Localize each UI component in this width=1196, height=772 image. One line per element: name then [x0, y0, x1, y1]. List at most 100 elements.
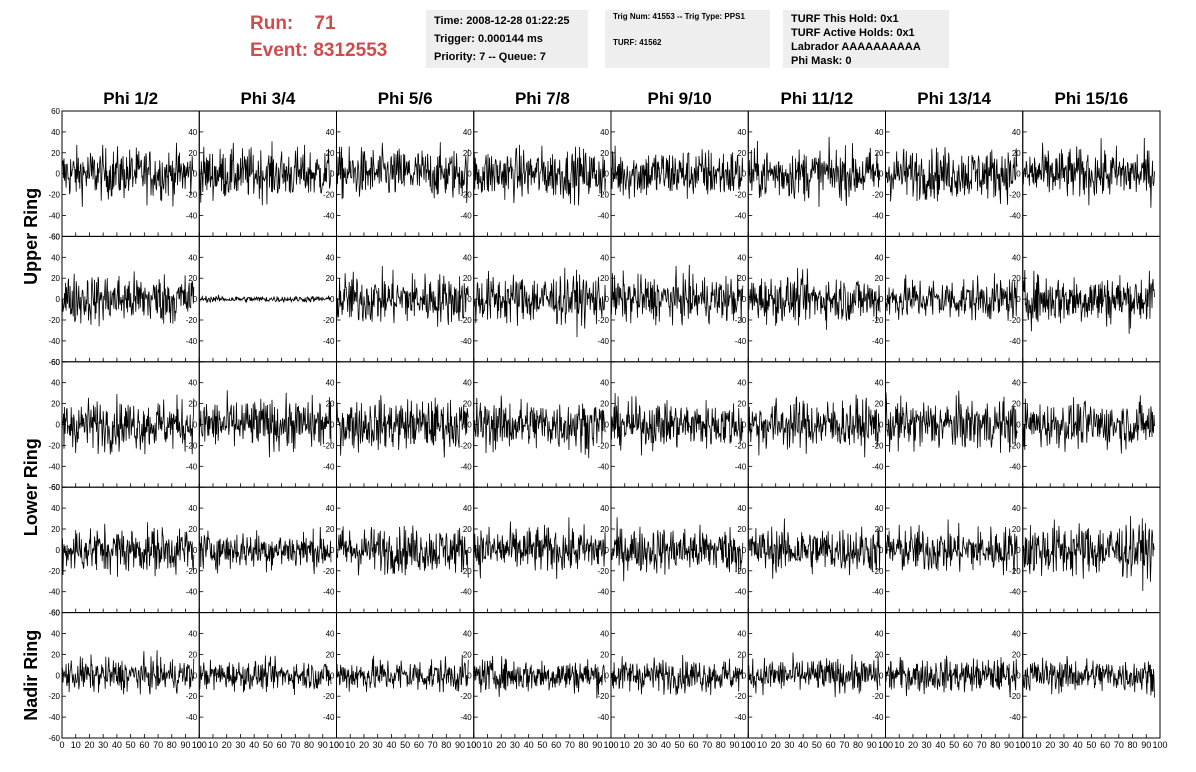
x-tick-label: 10 [345, 740, 355, 750]
trigger-text: Trigger: 0.000144 ms [434, 33, 543, 45]
y-tick-label: 20 [875, 650, 884, 659]
x-tick-label: 0 [59, 740, 64, 750]
x-tick-label: 30 [510, 740, 520, 750]
y-tick-label: -20 [460, 441, 472, 450]
y-tick-label: 40 [600, 630, 609, 639]
y-tick-label: 20 [875, 525, 884, 534]
y-tick-label: -40 [186, 588, 198, 597]
y-tick-label: 0 [56, 671, 61, 680]
x-tick-label: 90 [181, 740, 191, 750]
x-tick-label: 40 [661, 740, 671, 750]
y-tick-label: -20 [323, 567, 335, 576]
y-tick-label: -20 [735, 567, 747, 576]
x-tick-label: 60 [414, 740, 424, 750]
waveform-trace [885, 390, 1018, 453]
x-tick-label: 90 [730, 740, 740, 750]
y-tick-label: -20 [460, 316, 472, 325]
y-tick-label: 20 [600, 650, 609, 659]
x-tick-label: 60 [688, 740, 698, 750]
x-tick-label: 30 [373, 740, 383, 750]
y-tick-label: -40 [1009, 462, 1021, 471]
x-tick-label: 20 [908, 740, 918, 750]
x-tick-label: 80 [579, 740, 589, 750]
run-label: Run: [250, 13, 294, 34]
y-tick-label: 0 [742, 421, 747, 430]
waveform-trace [336, 265, 469, 327]
y-tick-label: -20 [872, 567, 884, 576]
x-tick-label: 10 [620, 740, 630, 750]
column-title: Phi 3/4 [240, 89, 295, 108]
x-tick-label: 20 [633, 740, 643, 750]
y-tick-label: -40 [186, 462, 198, 471]
column-title: Phi 9/10 [647, 89, 711, 108]
y-tick-label: 0 [605, 671, 610, 680]
x-tick-label: 80 [167, 740, 177, 750]
y-tick-label: 20 [51, 149, 60, 158]
x-tick-label: 0 [197, 740, 202, 750]
event-value: 8312553 [313, 40, 388, 61]
y-tick-label: 40 [188, 504, 197, 513]
y-tick-label: 40 [326, 379, 335, 388]
y-tick-label: -40 [597, 588, 609, 597]
y-tick-label: -40 [597, 337, 609, 346]
trig-num-text: Trig Num: 41553 -- Trig Type: PPS1 [613, 12, 745, 21]
y-tick-label: -40 [872, 462, 884, 471]
x-tick-label: 90 [592, 740, 602, 750]
waveform-trace [885, 147, 1018, 205]
x-tick-label: 40 [798, 740, 808, 750]
waveform-trace [61, 522, 195, 577]
x-tick-label: 50 [126, 740, 136, 750]
x-tick-label: 50 [400, 740, 410, 750]
waveform-trace [1022, 137, 1155, 208]
y-tick-label: 40 [326, 504, 335, 513]
waveform-trace [473, 655, 606, 699]
y-tick-label: -40 [48, 212, 60, 221]
y-tick-label: 0 [1016, 546, 1021, 555]
y-tick-label: 20 [1012, 274, 1021, 283]
waveform-trace [747, 652, 881, 698]
y-tick-label: 20 [600, 149, 609, 158]
x-tick-label: 100 [1015, 740, 1030, 750]
y-tick-label: 0 [467, 546, 472, 555]
x-tick-label: 20 [222, 740, 232, 750]
y-tick-label: -60 [48, 609, 60, 618]
event-label: Event: [250, 40, 309, 61]
y-tick-label: 40 [463, 630, 472, 639]
x-tick-label: 0 [471, 740, 476, 750]
x-tick-label: 70 [428, 740, 438, 750]
y-tick-label: 20 [737, 650, 746, 659]
x-tick-label: 0 [1020, 740, 1025, 750]
y-tick-label: -20 [460, 692, 472, 701]
y-tick-label: -20 [186, 441, 198, 450]
y-tick-label: -20 [735, 441, 747, 450]
y-tick-label: 0 [193, 170, 198, 179]
y-tick-label: 0 [56, 295, 61, 304]
phi-mask-text: Phi Mask: 0 [791, 55, 852, 67]
y-tick-label: 40 [737, 128, 746, 137]
x-tick-label: 30 [98, 740, 108, 750]
y-tick-label: -20 [460, 191, 472, 200]
x-tick-label: 70 [153, 740, 163, 750]
y-tick-label: 40 [326, 253, 335, 262]
y-tick-label: -40 [1009, 588, 1021, 597]
x-tick-label: 80 [853, 740, 863, 750]
x-tick-label: 60 [277, 740, 287, 750]
column-title: Phi 1/2 [103, 89, 158, 108]
y-tick-label: 20 [1012, 650, 1021, 659]
x-tick-label: 0 [883, 740, 888, 750]
y-tick-label: -20 [460, 567, 472, 576]
y-tick-label: 0 [467, 671, 472, 680]
row-title: Upper Ring [21, 188, 41, 285]
y-tick-label: 60 [51, 107, 60, 116]
y-tick-label: -40 [872, 713, 884, 722]
row-title: Lower Ring [21, 438, 41, 536]
waveform-trace [199, 655, 332, 695]
waveform-trace [610, 264, 744, 326]
y-tick-label: -20 [186, 316, 198, 325]
waveform-trace [336, 525, 469, 578]
x-tick-label: 80 [441, 740, 451, 750]
waveform-trace [1022, 269, 1155, 334]
y-tick-label: -40 [735, 588, 747, 597]
y-tick-label: -40 [1009, 713, 1021, 722]
y-tick-label: -40 [597, 462, 609, 471]
